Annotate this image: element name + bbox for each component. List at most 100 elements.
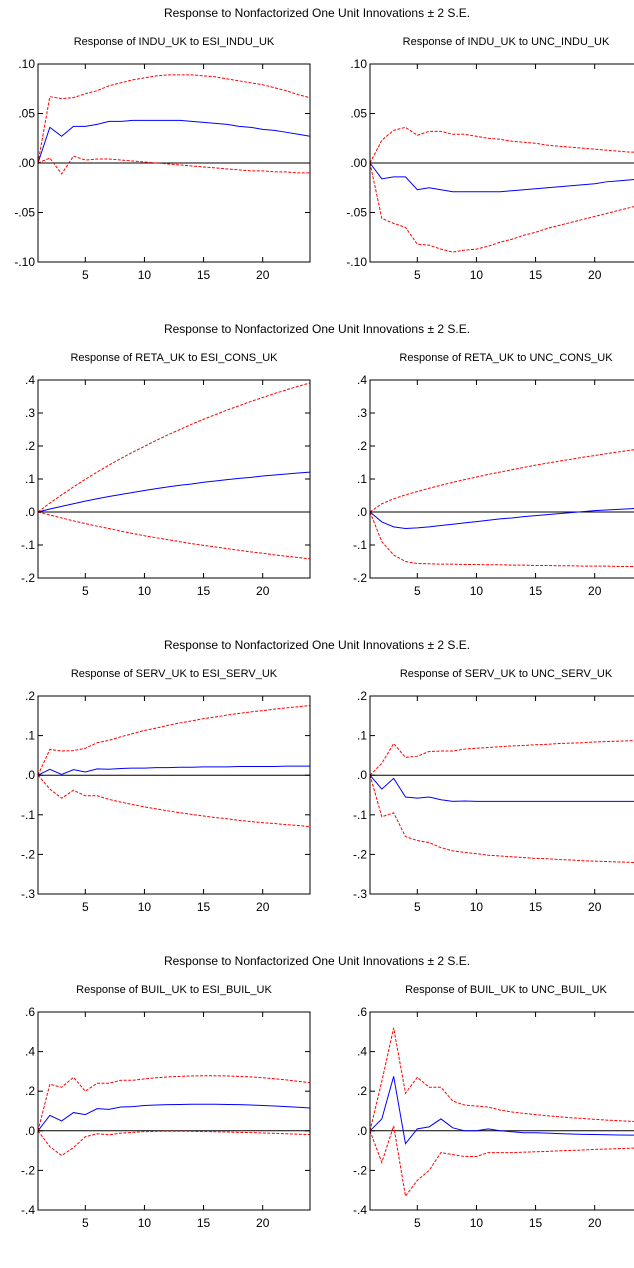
response-line xyxy=(37,1103,311,1132)
upper-band-line xyxy=(369,1027,634,1131)
y-tick-label: .6 xyxy=(357,1005,367,1019)
y-tick-label: -.4 xyxy=(353,1203,367,1217)
irf-panel: Response of BUIL_UK to UNC_BUIL_UK -.4 -.2… xyxy=(353,984,634,1230)
irf-panel: Response of BUIL_UK to ESI_BUIL_UK -.4 -.2… xyxy=(21,984,311,1230)
group-title: Response to Nonfactorized One Unit Innov… xyxy=(164,6,470,20)
lower-band-line xyxy=(369,511,634,567)
y-tick-label: .0 xyxy=(25,768,35,782)
upper-band-line xyxy=(369,740,634,776)
y-tick-label: .10 xyxy=(18,57,35,71)
y-tick-label: .1 xyxy=(25,472,35,486)
x-tick-label: 20 xyxy=(256,584,270,598)
x-tick-label: 20 xyxy=(256,1216,270,1230)
x-tick-label: 5 xyxy=(82,584,89,598)
x-tick-label: 15 xyxy=(529,584,543,598)
irf-group: Response to Nonfactorized One Unit Innov… xyxy=(21,322,634,598)
y-tick-label: .2 xyxy=(357,689,367,703)
y-tick-label: -.10 xyxy=(346,255,367,269)
response-line xyxy=(369,162,634,193)
lower-band-line xyxy=(369,1125,634,1198)
y-tick-label: -.4 xyxy=(21,1203,35,1217)
y-tick-label: .0 xyxy=(357,505,367,519)
x-tick-label: 20 xyxy=(588,584,602,598)
y-tick-label: .0 xyxy=(25,1124,35,1138)
panel-title: Response of SERV_UK to UNC_SERV_UK xyxy=(400,668,613,680)
panel-title: Response of RETA_UK to ESI_CONS_UK xyxy=(70,352,278,364)
plot-frame xyxy=(37,695,311,895)
upper-band-line xyxy=(369,449,634,513)
y-tick-label: .2 xyxy=(357,1084,367,1098)
upper-band-line xyxy=(37,1075,311,1131)
y-tick-label: .0 xyxy=(357,1124,367,1138)
x-tick-label: 5 xyxy=(414,584,421,598)
x-tick-label: 10 xyxy=(138,900,152,914)
y-tick-label: -.2 xyxy=(353,571,367,585)
y-tick-label: .1 xyxy=(25,729,35,743)
y-tick-label: .0 xyxy=(25,505,35,519)
irf-panel: Response of RETA_UK to ESI_CONS_UK -.2 -.1… xyxy=(21,352,311,598)
y-tick-label: -.2 xyxy=(21,571,35,585)
x-tick-label: 5 xyxy=(82,1216,89,1230)
y-tick-label: -.05 xyxy=(346,206,367,220)
y-tick-label: .6 xyxy=(25,1005,35,1019)
lower-band-line xyxy=(37,155,310,175)
y-tick-label: .2 xyxy=(357,439,367,453)
plot-frame xyxy=(37,1011,311,1211)
upper-band-line xyxy=(369,126,634,164)
x-tick-label: 10 xyxy=(138,268,152,282)
y-tick-label: .4 xyxy=(25,1045,35,1059)
x-tick-label: 10 xyxy=(138,584,152,598)
upper-band-line xyxy=(37,382,311,513)
x-tick-label: 5 xyxy=(414,268,421,282)
response-line xyxy=(369,507,634,530)
x-tick-label: 15 xyxy=(529,900,543,914)
y-tick-label: .00 xyxy=(18,156,35,170)
y-tick-label: .2 xyxy=(25,439,35,453)
panel-title: Response of INDU_UK to ESI_INDU_UK xyxy=(74,36,275,48)
y-tick-label: -.2 xyxy=(353,1163,367,1177)
x-tick-label: 15 xyxy=(197,584,211,598)
group-title: Response to Nonfactorized One Unit Innov… xyxy=(164,322,470,336)
x-tick-label: 10 xyxy=(470,268,484,282)
group-title: Response to Nonfactorized One Unit Innov… xyxy=(164,638,470,652)
panel-title: Response of BUIL_UK to UNC_BUIL_UK xyxy=(405,984,607,996)
y-tick-label: .05 xyxy=(18,107,35,121)
irf-group: Response to Nonfactorized One Unit Innov… xyxy=(14,6,634,282)
x-tick-label: 5 xyxy=(414,900,421,914)
y-tick-label: .00 xyxy=(350,156,367,170)
y-tick-label: -.2 xyxy=(353,847,367,861)
y-tick-label: .2 xyxy=(25,689,35,703)
y-tick-label: -.1 xyxy=(353,538,367,552)
y-tick-label: .05 xyxy=(350,107,367,121)
lower-band-line xyxy=(369,775,634,863)
plot-frame xyxy=(369,1011,634,1211)
lower-band-line xyxy=(369,162,634,253)
x-tick-label: 10 xyxy=(470,1216,484,1230)
lower-band-line xyxy=(37,1130,311,1157)
y-tick-label: .1 xyxy=(357,472,367,486)
x-tick-label: 20 xyxy=(256,268,270,282)
y-tick-label: -.1 xyxy=(21,808,35,822)
plot-frame xyxy=(369,379,634,579)
x-tick-label: 15 xyxy=(197,1216,211,1230)
irf-panel: Response of RETA_UK to UNC_CONS_UK -.2 -.1… xyxy=(353,352,634,598)
response-line xyxy=(37,765,310,776)
upper-band-line xyxy=(37,705,311,776)
y-tick-label: .4 xyxy=(357,1045,367,1059)
y-tick-label: .0 xyxy=(357,768,367,782)
x-tick-label: 15 xyxy=(197,900,211,914)
y-tick-label: .4 xyxy=(357,373,367,387)
response-line xyxy=(37,471,311,513)
x-tick-label: 15 xyxy=(197,268,211,282)
response-line xyxy=(369,1076,634,1145)
x-tick-label: 20 xyxy=(588,900,602,914)
y-tick-label: -.1 xyxy=(21,538,35,552)
irf-panel: Response of INDU_UK to UNC_INDU_UK -.10 -.… xyxy=(346,36,634,282)
y-tick-label: .1 xyxy=(357,729,367,743)
plot-frame xyxy=(369,695,634,895)
x-tick-label: 5 xyxy=(82,268,89,282)
y-tick-label: -.10 xyxy=(14,255,35,269)
panel-title: Response of INDU_UK to UNC_INDU_UK xyxy=(403,36,610,48)
